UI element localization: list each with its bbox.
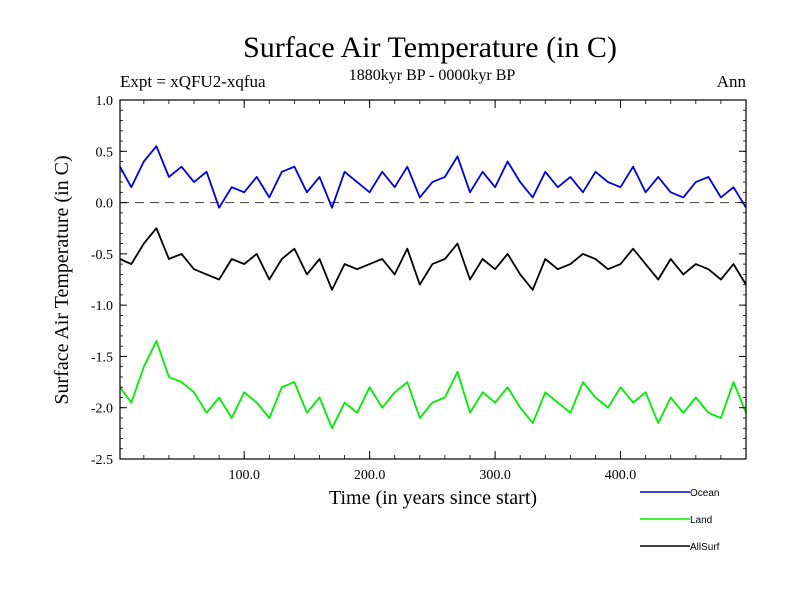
experiment-label: Expt = xQFU2-xqfua	[120, 72, 266, 91]
y-tick-label: -1.0	[91, 299, 113, 314]
x-tick-label: 200.0	[354, 468, 386, 483]
x-tick-label: 100.0	[228, 468, 260, 483]
legend-label-allsurf: AllSurf	[690, 542, 720, 553]
y-tick-label: -2.5	[91, 453, 113, 468]
y-tick-label: -1.5	[91, 350, 113, 365]
legend-label-ocean: Ocean	[690, 488, 719, 499]
season-label: Ann	[717, 72, 747, 91]
series-line-land	[119, 340, 747, 430]
x-tick-label: 400.0	[605, 468, 637, 483]
series-line-ocean	[119, 145, 747, 209]
chart-subtitle: 1880kyr BP - 0000kyr BP	[349, 67, 516, 84]
chart-title: Surface Air Temperature (in C)	[243, 31, 617, 64]
x-axis-label: Time (in years since start)	[329, 487, 537, 509]
legend-label-land: Land	[690, 515, 712, 526]
legend: Ocean Land AllSurf	[640, 488, 720, 553]
y-tick-label: 0.0	[96, 197, 114, 212]
plot-area-frame	[119, 99, 747, 460]
y-tick-label: -2.0	[91, 402, 113, 417]
y-axis-label: Surface Air Temperature (in C)	[51, 155, 73, 404]
y-tick-label: 1.0	[96, 94, 114, 109]
y-tick-label: -0.5	[91, 248, 113, 263]
series-line-allsurf	[119, 227, 747, 291]
y-tick-label: 0.5	[96, 145, 114, 160]
x-tick-label: 300.0	[479, 468, 511, 483]
